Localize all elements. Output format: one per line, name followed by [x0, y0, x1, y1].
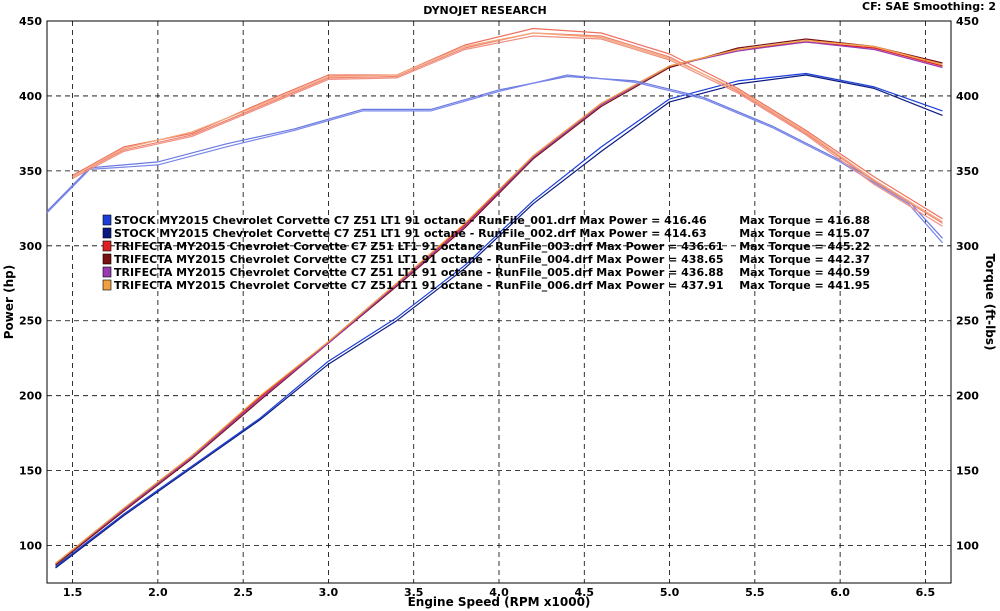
legend-entry: TRIFECTA MY2015 Chevrolet Corvette C7 Z5…: [114, 240, 724, 253]
legend-max-torque: Max Torque = 415.07: [739, 227, 870, 240]
correction-factor-text: CF: SAE Smoothing: 2: [862, 0, 996, 13]
legend-swatch: [102, 253, 112, 265]
legend-entry: STOCK MY2015 Chevrolet Corvette C7 Z51 L…: [114, 214, 707, 227]
torque-curve-11: [72, 35, 943, 227]
legend-swatch: [102, 279, 112, 291]
y2-tick-label: 150: [956, 465, 979, 478]
y-tick-label: 400: [19, 90, 42, 103]
x-tick-label: 3.5: [404, 586, 424, 599]
series-group: [46, 27, 943, 569]
x-tick-label: 4.0: [489, 586, 509, 599]
y-tick-labels: 100 150 200 250 300 350 400 450: [19, 15, 42, 553]
x-tick-label: 5.0: [660, 586, 680, 599]
legend-entry: TRIFECTA MY2015 Chevrolet Corvette C7 Z5…: [114, 266, 724, 279]
y2-tick-label: 200: [956, 390, 979, 403]
legend-swatch: [102, 227, 112, 239]
x-tick-label: 2.5: [233, 586, 253, 599]
y2-tick-label: 300: [956, 240, 979, 253]
y2-axis-label: Torque (ft-lbs): [983, 254, 997, 351]
power-curve-6: [55, 39, 943, 564]
x-tick-labels: 1.5 2.0 2.5 3.0 3.5 4.0 4.5 5.0 5.5 6.0 6.5: [63, 586, 935, 599]
legend-max-torque: Max Torque = 440.59: [739, 266, 870, 279]
y2-tick-label: 350: [956, 165, 979, 178]
power-curve-2: [55, 74, 943, 569]
torque-curve-10: [72, 32, 943, 224]
x-tick-label: 4.5: [575, 586, 595, 599]
power-curve-4: [55, 38, 943, 566]
legend-max-torque: Max Torque = 441.95: [739, 279, 870, 292]
power-curve-5: [55, 41, 943, 564]
x-tick-label: 6.0: [830, 586, 850, 599]
x-tick-label: 6.5: [916, 586, 936, 599]
legend-entry: STOCK MY2015 Chevrolet Corvette C7 Z51 L…: [114, 227, 707, 240]
grid: [47, 20, 951, 583]
torque-curve-7: [46, 75, 943, 239]
y2-tick-labels: 100 150 200 250 300 350 400 450: [956, 15, 979, 553]
legend-swatch: [102, 266, 112, 278]
x-tick-label: 5.5: [745, 586, 765, 599]
x-tick-label: 3.0: [319, 586, 339, 599]
y2-tick-label: 450: [956, 15, 979, 28]
legend: STOCK MY2015 Chevrolet Corvette C7 Z51 L…: [102, 214, 870, 292]
legend-swatch: [102, 214, 112, 226]
x-tick-label: 1.5: [63, 586, 83, 599]
y-tick-label: 150: [19, 465, 42, 478]
legend-swatch: [102, 240, 112, 252]
legend-max-torque: Max Torque = 442.37: [739, 253, 870, 266]
torque-curve-12: [72, 32, 943, 223]
power-curve-1: [55, 72, 943, 567]
torque-curve-9: [72, 27, 943, 220]
legend-entry: TRIFECTA MY2015 Chevrolet Corvette C7 Z5…: [114, 279, 724, 292]
y-tick-label: 300: [19, 240, 42, 253]
y2-tick-label: 400: [956, 90, 979, 103]
y2-tick-label: 250: [956, 315, 979, 328]
x-axis-label: Engine Speed (RPM x1000): [408, 595, 591, 609]
x-tick-label: 2.0: [148, 586, 168, 599]
torque-curve-8: [46, 74, 943, 244]
y-tick-label: 350: [19, 165, 42, 178]
chart-title: DYNOJET RESEARCH: [423, 4, 546, 17]
y-axis-label: Power (hp): [2, 265, 16, 339]
legend-max-torque: Max Torque = 445.22: [739, 240, 870, 253]
y-tick-label: 100: [19, 540, 42, 553]
legend-entry: TRIFECTA MY2015 Chevrolet Corvette C7 Z5…: [114, 253, 724, 266]
y-tick-label: 450: [19, 15, 42, 28]
y-tick-label: 200: [19, 390, 42, 403]
y2-tick-label: 100: [956, 540, 979, 553]
y-tick-label: 250: [19, 315, 42, 328]
legend-max-torque: Max Torque = 416.88: [739, 214, 870, 227]
